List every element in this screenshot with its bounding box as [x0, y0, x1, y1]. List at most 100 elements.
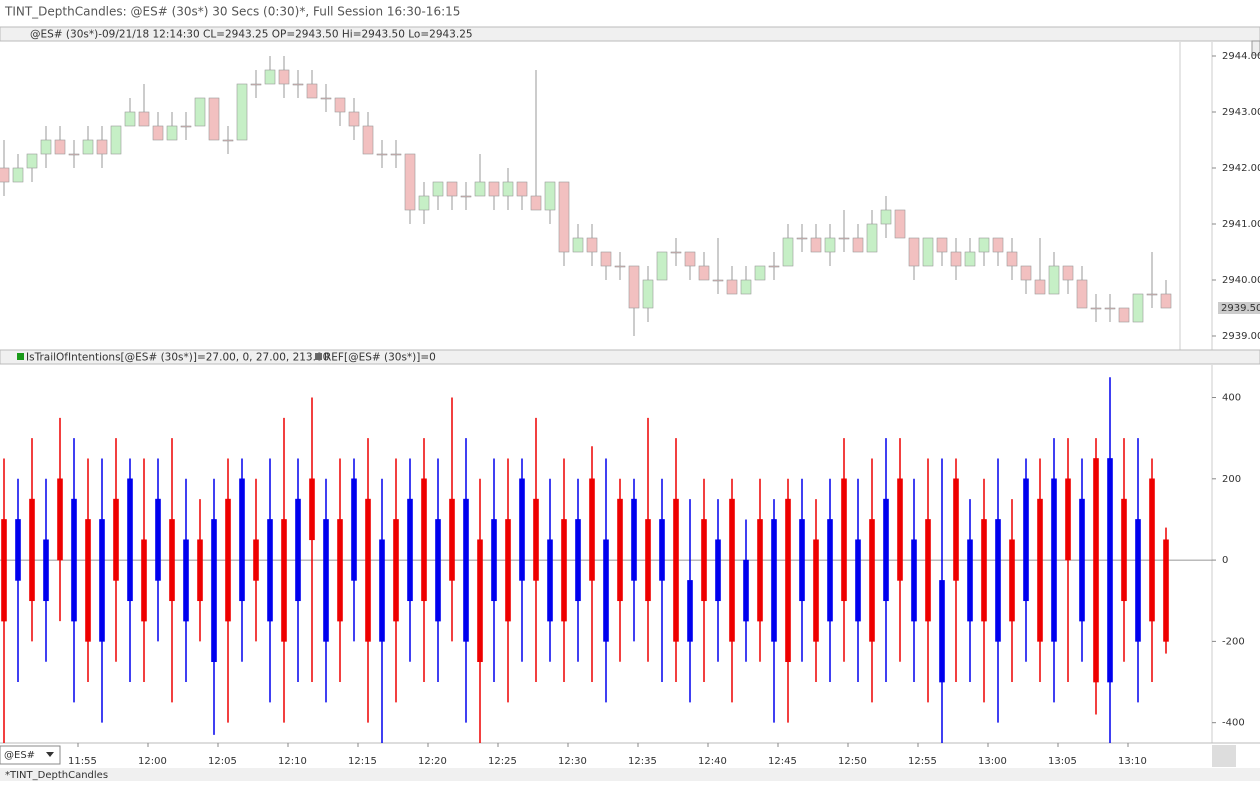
title-bar [0, 0, 1260, 26]
x-tick-label: 12:50 [838, 756, 867, 767]
candle-body [446, 181, 458, 197]
candle-body [43, 539, 49, 602]
candle-body [743, 559, 749, 622]
candle-body [26, 153, 38, 169]
candle-body [981, 519, 987, 622]
candle-body [715, 539, 721, 602]
candle-body [992, 237, 1004, 253]
candle-body [407, 498, 413, 602]
x-tick-label: 12:30 [558, 756, 587, 767]
candle-body [642, 279, 654, 309]
candle-body [138, 111, 150, 127]
candle-body [96, 139, 108, 155]
y-tick-label: -400 [1222, 718, 1245, 729]
refresh-button[interactable] [1212, 745, 1236, 767]
candle-body [1062, 265, 1074, 281]
candle-body [1160, 293, 1172, 309]
x-tick-label: 11:55 [68, 756, 97, 767]
legend-swatch [17, 353, 24, 360]
candle-body [393, 519, 399, 622]
candle-body [15, 519, 21, 581]
candle-body [841, 478, 847, 602]
candle-body [390, 153, 402, 156]
candle-body [925, 519, 931, 622]
candle-body [110, 125, 122, 155]
candle-body [1051, 478, 1057, 642]
price-header: @ES# (30s*)-09/21/18 12:14:30 CL=2943.25… [30, 29, 473, 41]
candle-body [995, 519, 1001, 642]
candle-body [432, 181, 444, 197]
y-tick-label: 200 [1222, 474, 1241, 485]
candle-body [824, 237, 836, 253]
candle-body [1048, 265, 1060, 295]
axis-button[interactable] [1251, 40, 1260, 56]
tab[interactable]: *TINT_DepthCandles [5, 770, 108, 781]
x-tick-label: 13:05 [1048, 756, 1077, 767]
candle-body [827, 519, 833, 622]
candle-body [670, 251, 682, 254]
candle-body [1146, 293, 1158, 296]
candle-body [813, 539, 819, 642]
candle-body [99, 519, 105, 642]
candle-body [12, 167, 24, 183]
candle-body [894, 209, 906, 239]
candle-body [488, 181, 500, 197]
candle-body [645, 519, 651, 602]
candle-body [701, 519, 707, 602]
x-tick-label: 12:45 [768, 756, 797, 767]
candle-body [950, 251, 962, 267]
candle-body [978, 237, 990, 253]
candle-body [292, 83, 304, 86]
candle-body [852, 237, 864, 253]
candle-body [768, 265, 780, 268]
x-tick-label: 13:00 [978, 756, 1007, 767]
candle-body [68, 153, 80, 156]
candle-body [194, 97, 206, 127]
symbol-dropdown[interactable] [0, 745, 61, 765]
candle-body [236, 83, 248, 141]
candle-body [267, 519, 273, 622]
candle-body [855, 539, 861, 622]
candle-body [250, 83, 262, 86]
indicator-header: IsTrailOfIntentions[@ES# (30s*)]=27.00, … [26, 352, 329, 364]
candle-body [600, 251, 612, 267]
candle-body [799, 519, 805, 602]
candle-body [911, 539, 917, 622]
candle-body [603, 539, 609, 642]
candle-body [309, 478, 315, 541]
candle-body [572, 237, 584, 253]
candle-body [211, 519, 217, 663]
candle-body [1065, 478, 1071, 561]
candle-body [1118, 307, 1130, 323]
y-tick-label: -200 [1222, 636, 1245, 647]
price-header-bar [0, 26, 1260, 42]
candle-body [141, 539, 147, 622]
candle-body [589, 478, 595, 581]
candle-body [351, 478, 357, 581]
x-tick-label: 13:10 [1118, 756, 1147, 767]
candle-body [897, 478, 903, 581]
y-tick-label: 2941.00 [1222, 219, 1260, 230]
candle-body [40, 139, 52, 155]
ref-header: REF[@ES# (30s*)]=0 [324, 352, 436, 364]
candle-body [505, 519, 511, 622]
candle-body [166, 125, 178, 141]
candle-body [127, 478, 133, 602]
candle-body [1076, 279, 1088, 309]
candle-body [71, 498, 77, 622]
candle-body [712, 279, 724, 282]
candle-body [614, 265, 626, 268]
candle-body [183, 539, 189, 622]
candle-body [1107, 458, 1113, 683]
candle-body [880, 209, 892, 225]
candle-body [796, 237, 808, 240]
candle-body [323, 519, 329, 642]
candle-body [253, 539, 259, 581]
candle-body [684, 251, 696, 267]
candle-body [404, 153, 416, 211]
y-tick-label: 2943.00 [1222, 107, 1260, 118]
candle-body [519, 478, 525, 581]
y-tick-label: 400 [1222, 393, 1241, 404]
candle-body [1034, 279, 1046, 295]
candle-body [628, 265, 640, 309]
